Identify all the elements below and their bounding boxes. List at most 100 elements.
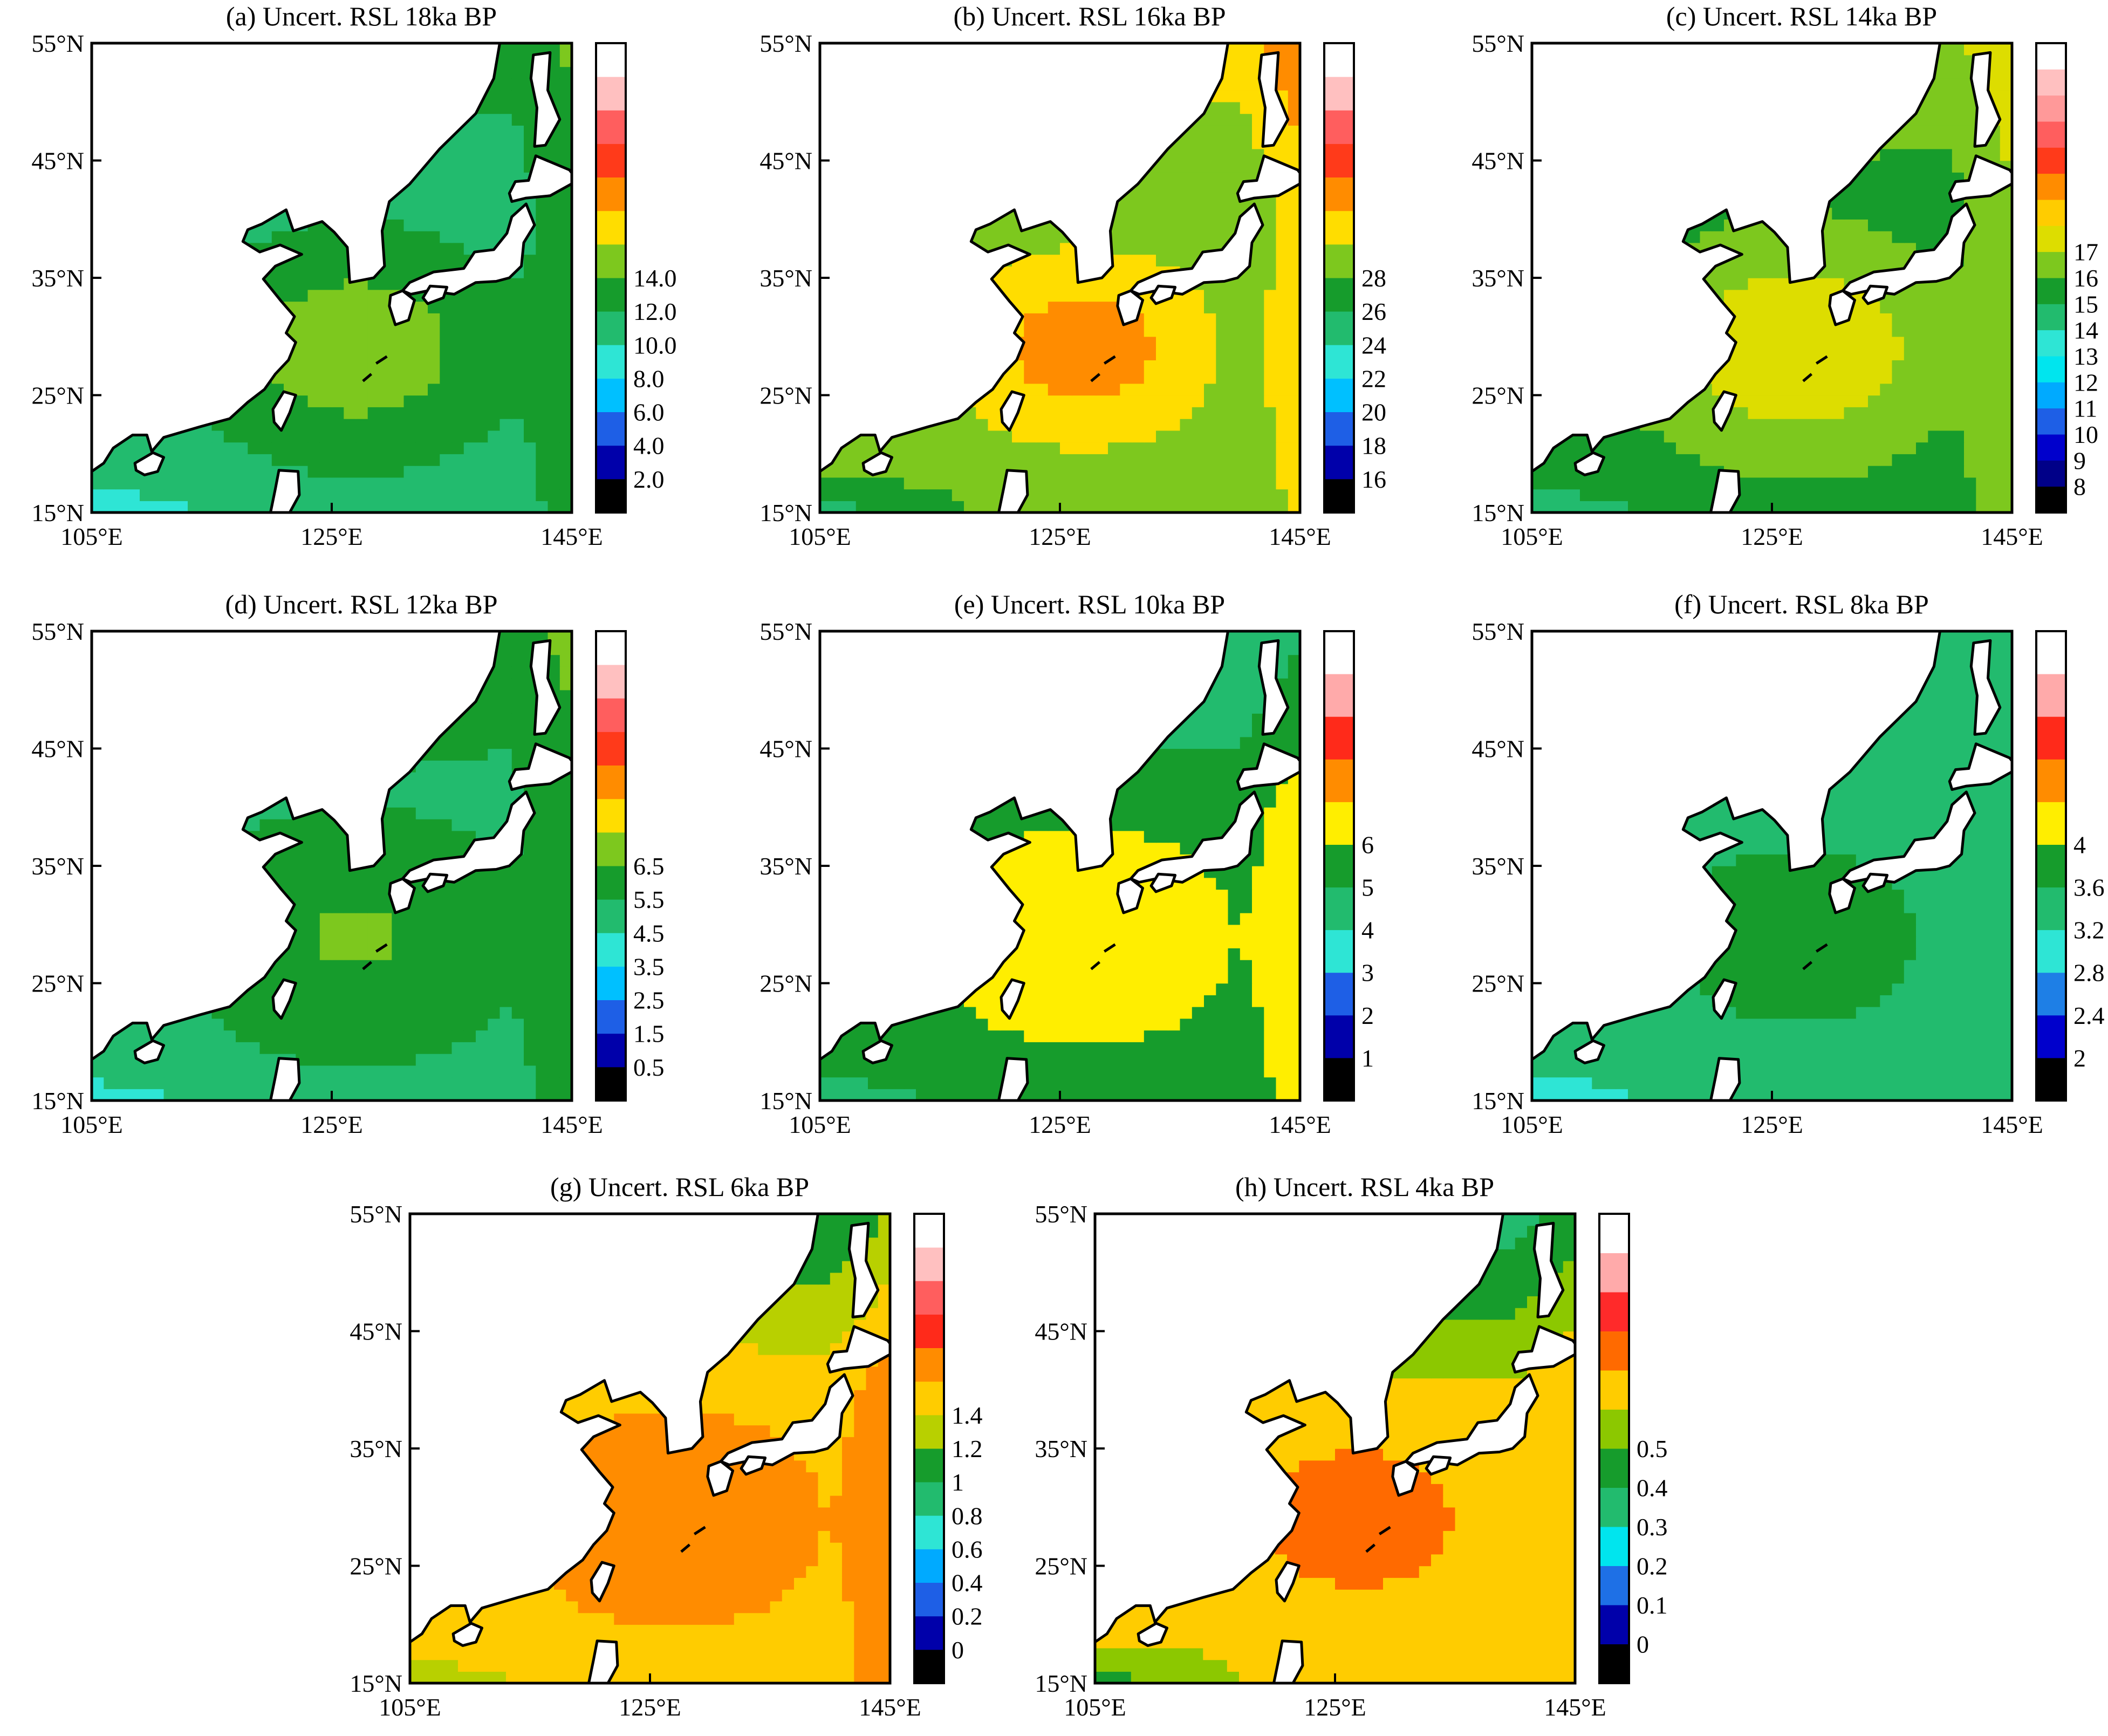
field-cell <box>1976 325 1989 337</box>
field-cell <box>1000 278 1012 290</box>
field-cell <box>1856 372 1869 384</box>
field-cell <box>1820 336 1832 349</box>
field-cell <box>1240 454 1253 466</box>
field-cell <box>1820 278 1832 290</box>
field-cell <box>1192 125 1204 138</box>
field-cell <box>1288 336 1300 349</box>
field-cell <box>1036 442 1049 454</box>
field-cell <box>499 148 512 161</box>
field-cell <box>1168 242 1181 255</box>
field-cell <box>1760 325 1772 337</box>
field-cell <box>1916 442 1928 454</box>
field-cell <box>1976 372 1989 384</box>
field-cell <box>904 489 916 501</box>
field-cell <box>1132 383 1145 396</box>
field-cell <box>499 78 512 91</box>
field-cell <box>403 454 416 466</box>
field-cell <box>559 325 572 337</box>
field-cell <box>271 454 284 466</box>
field-cell <box>140 477 152 490</box>
ryukyu-islands <box>375 355 388 365</box>
field-cell <box>1988 430 2001 443</box>
field-cell <box>1736 442 1749 454</box>
field-cell <box>1736 454 1749 466</box>
field-cell <box>1024 231 1037 243</box>
field-cell <box>1760 266 1772 278</box>
field-cell <box>332 466 344 478</box>
field-cell <box>1132 419 1145 431</box>
field-cell <box>1952 395 1965 407</box>
field-cell <box>952 419 964 431</box>
field-cell <box>476 348 488 360</box>
colorbar-frame <box>2035 42 2067 514</box>
field-cell <box>1108 489 1120 501</box>
field-cell <box>1048 278 1060 290</box>
field-cell <box>248 442 261 454</box>
field-cell <box>499 289 512 302</box>
field-cell <box>536 254 549 266</box>
field-cell <box>1976 313 1989 325</box>
field-cell <box>188 442 200 454</box>
field-cell <box>511 301 524 313</box>
field-cell <box>1652 489 1665 501</box>
field-cell <box>1904 172 1917 184</box>
field-cell <box>1856 395 1869 407</box>
field-cell <box>1072 336 1085 349</box>
field-cell <box>1784 501 1797 512</box>
field-cell <box>259 1089 272 1101</box>
field-cell <box>1892 419 1905 431</box>
field-cell <box>1976 207 1989 220</box>
field-cell <box>1952 501 1965 512</box>
field-cell <box>1760 419 1772 431</box>
field-cell <box>1180 466 1193 478</box>
field-cell <box>415 336 428 349</box>
field-cell <box>1880 430 1893 443</box>
field-cell <box>1928 90 1941 102</box>
field-cell <box>380 430 392 443</box>
field-cell <box>1820 442 1832 454</box>
field-cell <box>1024 454 1037 466</box>
field-cell <box>1240 395 1253 407</box>
field-cell <box>1904 383 1917 396</box>
field-cell <box>355 383 368 396</box>
field-cell <box>440 430 453 443</box>
field-cell <box>1240 66 1253 79</box>
colorbar-swatch <box>2036 382 2066 409</box>
field-cell <box>1036 477 1049 490</box>
field-cell <box>1120 219 1133 231</box>
field-cell <box>1784 442 1797 454</box>
field-cell <box>1964 266 1976 278</box>
field-cell <box>547 254 560 266</box>
field-cell <box>1760 313 1772 325</box>
field-cell <box>476 419 488 431</box>
field-cell <box>1192 325 1204 337</box>
field-cell <box>1808 466 1820 478</box>
field-cell <box>1976 442 1989 454</box>
field-cell <box>1276 137 1289 149</box>
field-cell <box>1036 383 1049 396</box>
field-cell <box>1276 489 1289 501</box>
field-cell <box>524 477 536 490</box>
field-cell <box>916 442 928 454</box>
field-cell <box>1988 195 2001 208</box>
field-cell <box>559 125 572 138</box>
field-cell <box>1240 325 1253 337</box>
field-cell <box>451 219 464 231</box>
colorbar-swatch <box>1324 278 1354 312</box>
field-cell <box>536 195 549 208</box>
field-cell <box>1048 419 1060 431</box>
field-cell <box>524 489 536 501</box>
field-cell <box>1916 477 1928 490</box>
field-cell <box>1096 419 1108 431</box>
lat-tick-label: 55°N <box>759 30 812 57</box>
field-cell <box>880 489 893 501</box>
field-cell <box>1132 489 1145 501</box>
field-cell <box>1592 501 1605 512</box>
field-cell <box>163 1089 176 1101</box>
field-cell <box>307 336 320 349</box>
field-cell <box>1976 336 1989 349</box>
field-cell <box>1928 184 1941 196</box>
field-cell <box>476 325 488 337</box>
field-cell <box>1808 419 1820 431</box>
